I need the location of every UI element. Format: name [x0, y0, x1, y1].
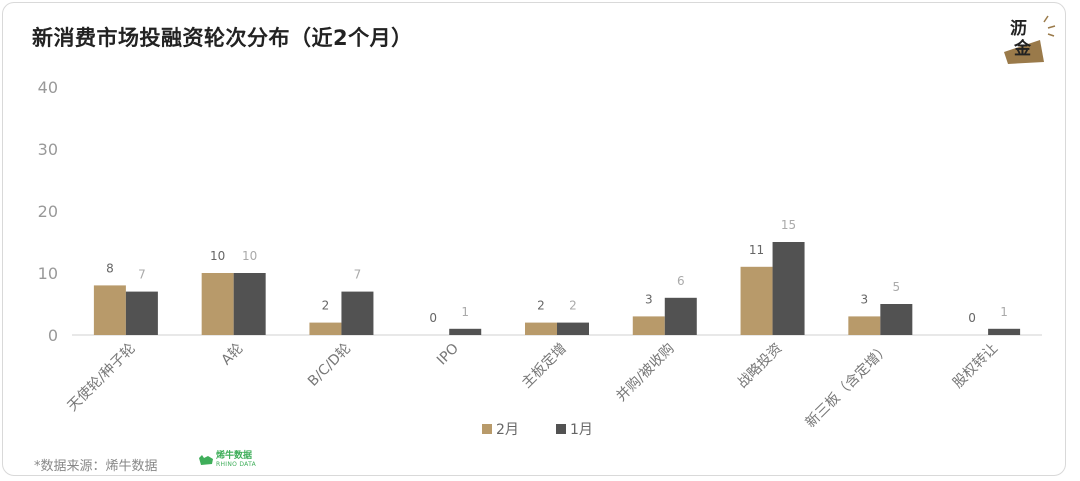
bar-jan [772, 242, 805, 335]
x-category-label: IPO [434, 341, 462, 369]
bar-jan [557, 322, 589, 335]
data-label: 10 [210, 249, 225, 263]
data-label: 11 [749, 243, 764, 257]
bar-jan [880, 304, 913, 335]
data-label: 5 [893, 280, 901, 294]
source-logo-main: 烯牛数据 [216, 451, 253, 461]
bar-feb [632, 316, 665, 335]
data-label: 0 [968, 311, 976, 325]
x-category-label: 新三板（含定增） [803, 341, 894, 432]
legend-swatch-jan [556, 424, 566, 434]
x-category-label: A轮 [219, 341, 247, 369]
y-tick-label: 40 [38, 78, 58, 97]
x-category-label: 并购/被收购 [613, 341, 677, 405]
data-label: 1 [1000, 305, 1008, 319]
data-label: 7 [354, 268, 362, 282]
bar-jan [233, 273, 266, 335]
bar-feb [525, 322, 557, 335]
bar-feb [740, 266, 773, 335]
y-tick-label: 0 [48, 326, 58, 345]
rhino-icon [199, 455, 213, 465]
brand-logo: 沥 金 [1004, 15, 1056, 64]
x-category-label: 股权转让 [950, 341, 1001, 392]
data-label: 6 [677, 274, 685, 288]
chart-title: 新消费市场投融资轮次分布（近2个月） [32, 26, 413, 50]
logo-text-top: 沥 [1010, 19, 1027, 39]
data-label: 7 [138, 268, 146, 282]
bar-feb [848, 316, 881, 335]
source-logo: 烯牛数据 RHINO DATA [198, 452, 256, 468]
bar-feb [309, 322, 342, 335]
bar-jan [449, 328, 482, 335]
data-label: 3 [861, 292, 869, 306]
data-label: 10 [242, 249, 257, 263]
data-label: 8 [106, 261, 114, 275]
data-label: 0 [429, 311, 437, 325]
bar-jan [341, 291, 374, 335]
data-label: 2 [322, 299, 330, 313]
bar-feb [93, 285, 126, 335]
y-tick-label: 20 [38, 202, 58, 221]
x-category-label: 战略投资 [734, 341, 785, 392]
logo-shape [1004, 40, 1044, 64]
y-tick-label: 10 [38, 264, 58, 283]
data-label: 2 [537, 299, 545, 313]
chart-card [2, 2, 1066, 476]
logo-text-bottom: 金 [1013, 38, 1032, 59]
bar-feb [201, 273, 234, 335]
data-source-note: *数据来源：烯牛数据 [34, 459, 158, 474]
source-logo-sub: RHINO DATA [216, 461, 257, 468]
x-category-label: 主板定增 [519, 341, 570, 392]
legend-label-jan: 1月 [570, 422, 593, 438]
data-label: 3 [645, 292, 653, 306]
data-label: 15 [781, 218, 796, 232]
legend-label-feb: 2月 [496, 422, 519, 438]
bar-jan [988, 328, 1021, 335]
y-tick-label: 30 [38, 140, 58, 159]
bar-jan [125, 291, 158, 335]
x-category-label: B/C/D轮 [305, 341, 354, 390]
data-label: 2 [569, 299, 577, 313]
x-category-label: 天使轮/种子轮 [64, 340, 139, 415]
data-label: 1 [461, 305, 469, 319]
bar-jan [664, 297, 697, 335]
legend-swatch-feb [482, 424, 492, 434]
